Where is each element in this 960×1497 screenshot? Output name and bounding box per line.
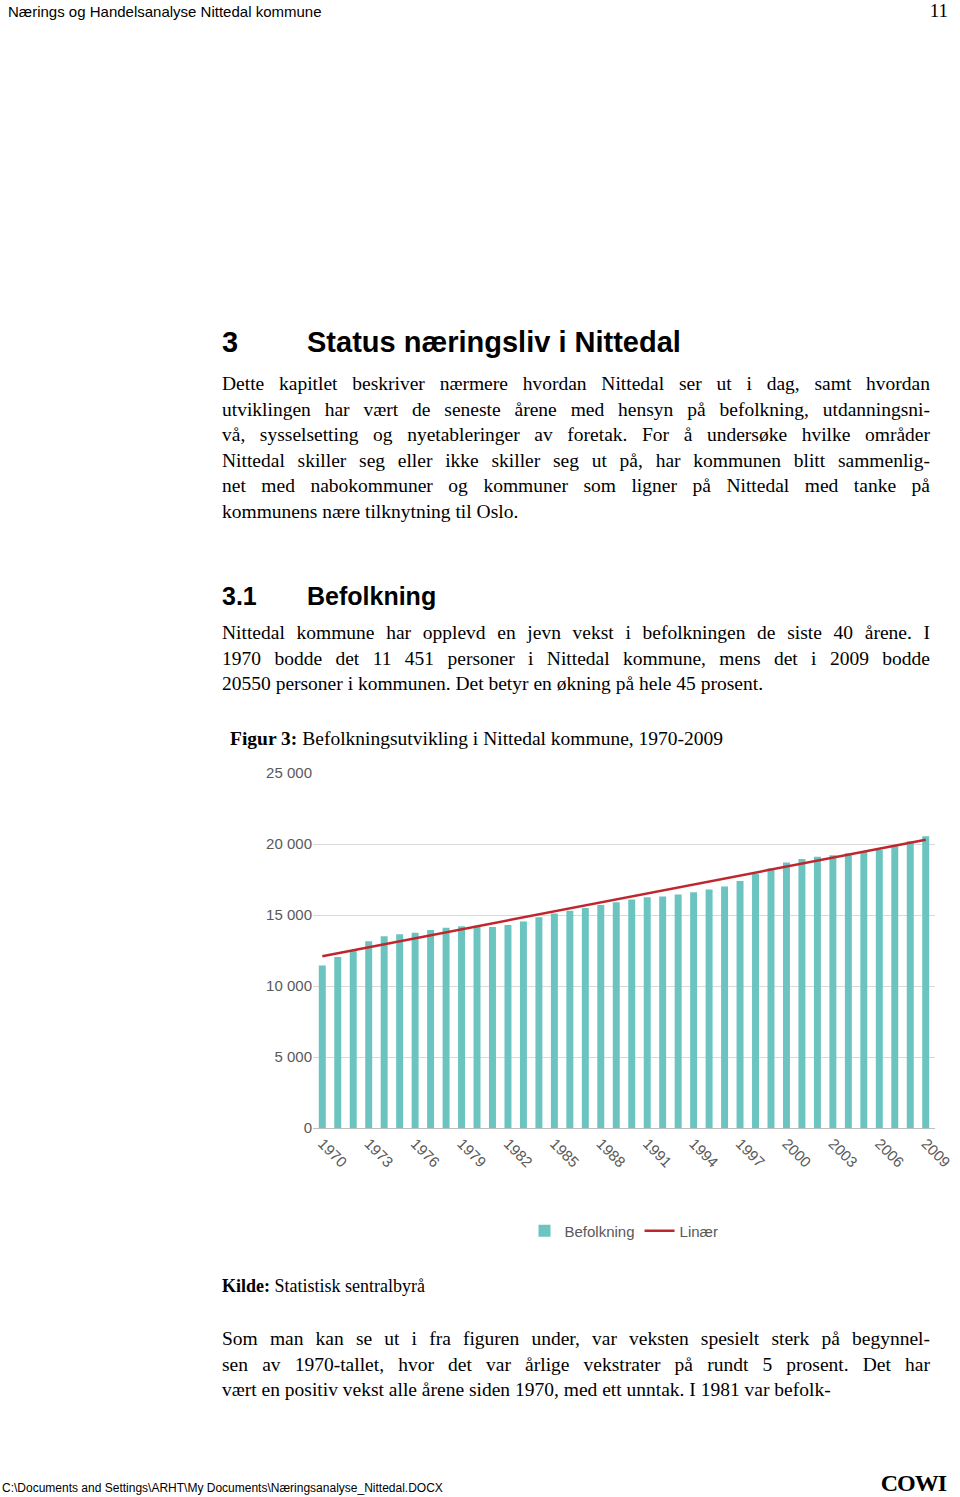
html-text:Nittedal skiller seg eller ikk: Nittedal skiller seg eller ikke skiller … — [222, 449, 930, 471]
html-text:Status næringsliv i Nittedal: Status næringsliv i Nittedal — [307, 326, 681, 358]
svg-text:1994: 1994 — [686, 1135, 722, 1171]
html-text:utviklingen har vært de senest: utviklingen har vært de seneste årene me… — [222, 398, 930, 420]
svg-text:0: 0 — [304, 1119, 312, 1136]
svg-text:2003: 2003 — [825, 1135, 861, 1171]
svg-text:1973: 1973 — [361, 1135, 397, 1171]
html-text:Dette kapitlet beskriver nærme: Dette kapitlet beskriver nærmere hvordan… — [222, 373, 930, 394]
html-text:Som man kan se ut i fra figure: Som man kan se ut i fra figuren under, v… — [222, 1328, 930, 1349]
html-text:sen av 1970-tallet, hvor det v: sen av 1970-tallet, hvor det var årlige … — [222, 1353, 930, 1375]
html-text:Nærings og Handelsanalyse Nitt: Nærings og Handelsanalyse Nittedal kommu… — [8, 3, 322, 20]
html-text:COWI: COWI — [880, 1470, 946, 1496]
html-text:1970 bodde det 11 451 personer: 1970 bodde det 11 451 personer i Nitteda… — [222, 647, 930, 669]
svg-text:1997: 1997 — [733, 1135, 769, 1171]
svg-text:1988: 1988 — [593, 1135, 629, 1171]
html-text:C:\Documents and Settings\ARHT: C:\Documents and Settings\ARHT\My Docume… — [2, 1481, 443, 1495]
svg-text:Befolkning: Befolkning — [565, 1223, 635, 1240]
html-text:11: 11 — [929, 0, 948, 21]
html-text:20550 personer i kommunen. Det: 20550 personer i kommunen. Det betyr en … — [222, 673, 763, 695]
html-text:3.1: 3.1 — [222, 582, 257, 610]
svg-text:1976: 1976 — [408, 1135, 444, 1171]
svg-text:5 000: 5 000 — [274, 1048, 312, 1065]
svg-text:2006: 2006 — [872, 1135, 908, 1171]
svg-text:Linær: Linær — [680, 1223, 718, 1240]
html-text:vå, sysselsetting og nyetabler: vå, sysselsetting og nyetableringer av f… — [222, 424, 930, 446]
svg-text:1991: 1991 — [640, 1135, 676, 1171]
html-text:Figur 3: Befolkningsutvikling: Figur 3: Befolkningsutvikling i Nittedal… — [230, 728, 724, 749]
svg-text:1985: 1985 — [547, 1135, 583, 1171]
html-text:Nittedal kommune har opplevd e: Nittedal kommune har opplevd en jevn vek… — [222, 622, 930, 643]
svg-text:1982: 1982 — [501, 1135, 537, 1171]
svg-text:1970: 1970 — [315, 1135, 351, 1171]
svg-text:2009: 2009 — [918, 1135, 954, 1171]
svg-text:25 000: 25 000 — [266, 764, 312, 781]
html-text:Kilde: Statistisk sentralbyrå: Kilde: Statistisk sentralbyrå — [222, 1276, 425, 1296]
svg-text:20 000: 20 000 — [266, 835, 312, 852]
html-text:Befolkning: Befolkning — [307, 582, 437, 610]
svg-text:2000: 2000 — [779, 1135, 815, 1171]
svg-text:1979: 1979 — [454, 1135, 490, 1171]
html-text:vært en positiv vekst alle åre: vært en positiv vekst alle årene siden 1… — [222, 1379, 831, 1401]
svg-text:10 000: 10 000 — [266, 977, 312, 994]
html-text:3: 3 — [222, 326, 239, 358]
svg-text:15 000: 15 000 — [266, 906, 312, 923]
html-text:net med nabokommuner og kommun: net med nabokommuner og kommuner som lig… — [222, 475, 930, 497]
html-text:kommunens nære tilknytning til: kommunens nære tilknytning til Oslo. — [222, 501, 519, 522]
